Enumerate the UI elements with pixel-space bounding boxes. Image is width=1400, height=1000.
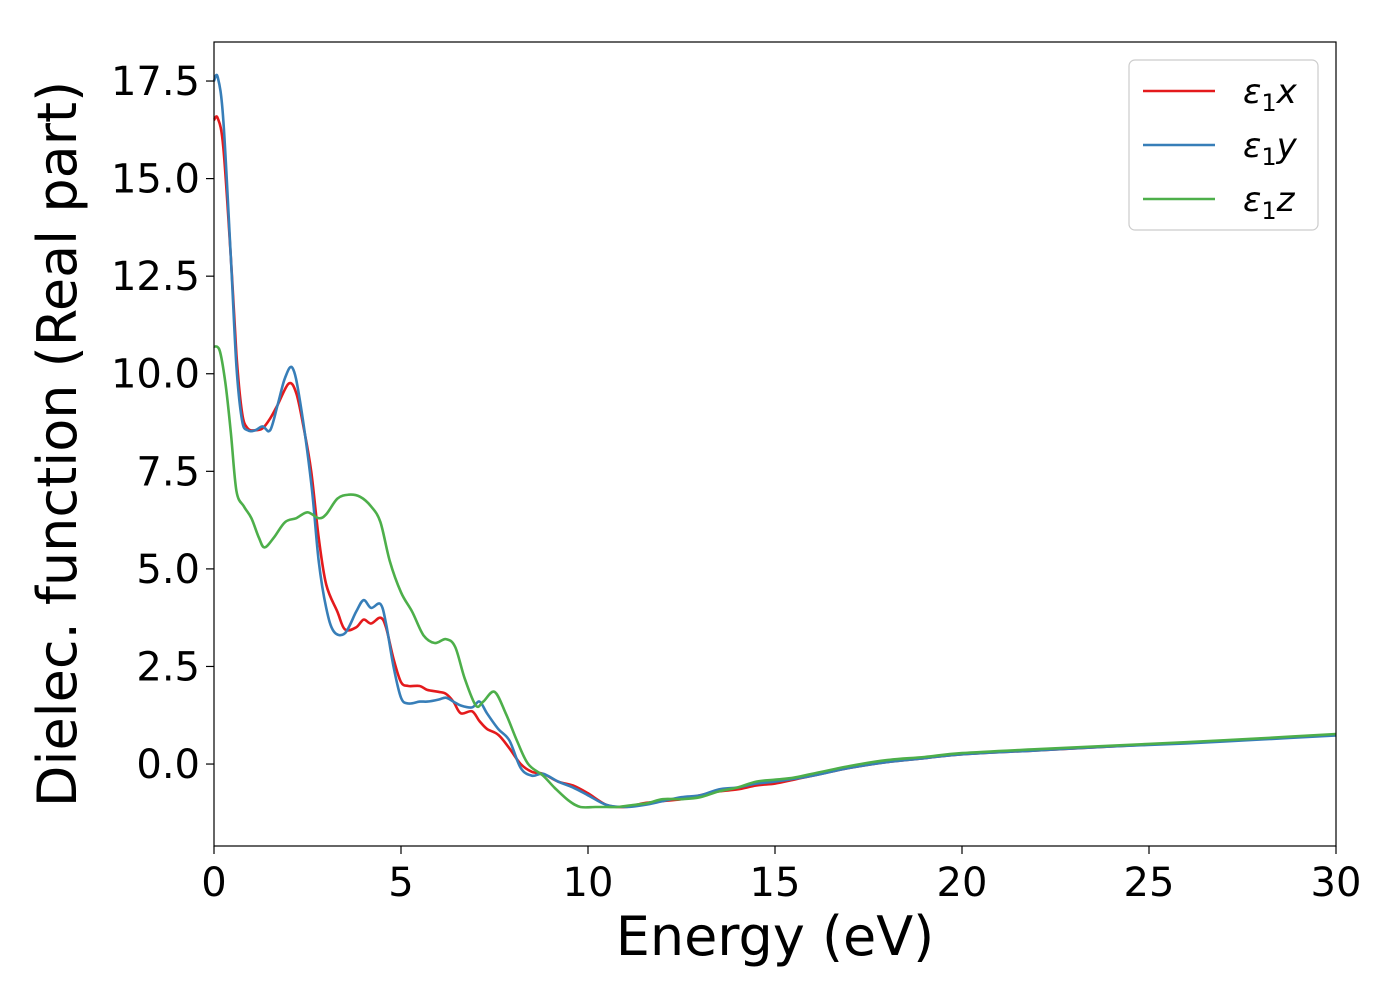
legend-label-z: ε1z — [1243, 180, 1296, 225]
legend-box — [1128, 59, 1319, 231]
y-tick-label: 10.0 — [111, 352, 200, 398]
legend: ε1x ε1y ε1z — [1128, 59, 1319, 231]
legend-label-y: ε1y — [1243, 126, 1298, 171]
y-tick-label: 7.5 — [136, 449, 200, 495]
x-tick-label: 15 — [750, 860, 801, 906]
y-tick-label: 15.0 — [111, 157, 200, 203]
x-tick-label: 30 — [1311, 860, 1362, 906]
x-axis-title: Energy (eV) — [616, 905, 935, 968]
y-axis-title: Dielec. function (Real part) — [26, 81, 89, 807]
y-tick-label: 5.0 — [136, 547, 200, 593]
series-layer — [212, 73, 1337, 809]
x-tick-label: 10 — [563, 860, 614, 906]
x-tick-label: 5 — [388, 860, 413, 906]
y-tick-label: 12.5 — [111, 254, 200, 300]
x-tick-label: 25 — [1124, 860, 1175, 906]
x-tick-label: 20 — [937, 860, 988, 906]
series-line-z — [213, 345, 1337, 809]
x-tick-label: 0 — [201, 860, 226, 906]
ticks-layer: 0 5 10 15 20 25 30 0.0 2.5 5.0 7.5 10.0 12.5 15.0 17.5 — [111, 59, 1362, 906]
legend-label-x: ε1x — [1243, 72, 1298, 117]
y-tick-label: 17.5 — [111, 59, 200, 105]
y-tick-label: 2.5 — [136, 644, 200, 690]
series-line-y — [212, 73, 1337, 809]
y-tick-label: 0.0 — [136, 742, 200, 788]
